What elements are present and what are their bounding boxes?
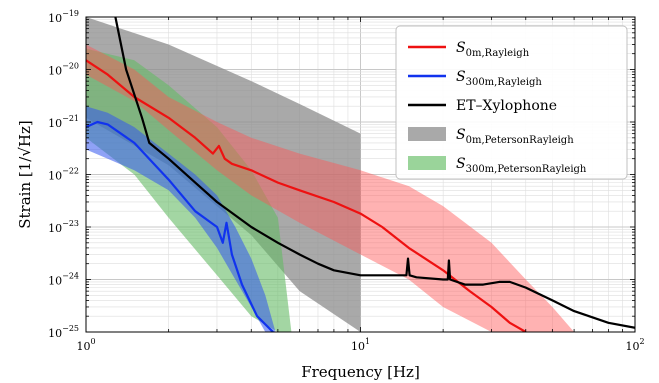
legend-label-1: S300m,Rayleigh <box>456 69 542 88</box>
y-tick-label: 10−24 <box>48 272 79 288</box>
x-tick-label: 100 <box>76 337 95 353</box>
legend-label-2: ET–Xylophone <box>456 98 557 114</box>
band-2 <box>86 44 575 332</box>
x-tick-label-exp: 1 <box>365 337 370 346</box>
legend-label-sub: 0m,PetersonRayleigh <box>466 135 575 146</box>
x-tick-label-base: 10 <box>351 340 365 353</box>
y-tick-label-exp: −19 <box>62 9 79 18</box>
y-tick-label-base: 10 <box>48 12 62 25</box>
y-tick-label-exp: −21 <box>62 114 79 123</box>
y-tick-label: 10−22 <box>48 167 79 183</box>
legend-label-sub: 300m,Rayleigh <box>466 77 543 88</box>
y-tick-label-exp: −23 <box>62 219 79 228</box>
series-line-1 <box>86 120 274 332</box>
legend-label-0: S0m,Rayleigh <box>456 40 530 59</box>
legend-patch-3 <box>408 127 446 141</box>
y-tick-label-exp: −20 <box>62 62 79 71</box>
data-layer <box>86 17 635 332</box>
y-tick-label-exp: −25 <box>62 324 79 333</box>
x-tick-label-exp: 0 <box>90 337 95 346</box>
legend-label-sub: 0m,Rayleigh <box>466 48 530 59</box>
y-axis-title: Strain [1/√Hz] <box>16 120 34 229</box>
y-tick-label: 10−19 <box>48 9 79 25</box>
x-tick-label: 101 <box>351 337 370 353</box>
y-tick-label: 10−21 <box>48 114 79 130</box>
legend-patch-4 <box>408 156 446 170</box>
legend-label-main: S <box>456 69 466 85</box>
legend-label-3: S0m,PetersonRayleigh <box>456 127 574 146</box>
y-tick-label-base: 10 <box>48 222 62 235</box>
y-tick-label-base: 10 <box>48 170 62 183</box>
y-tick-label-base: 10 <box>48 275 62 288</box>
y-tick-label: 10−23 <box>48 219 79 235</box>
legend-label-sub: 300m,PetersonRayleigh <box>466 164 587 175</box>
band-3 <box>86 106 276 332</box>
legend: S0m,RayleighS300m,RayleighET–XylophoneS0… <box>395 25 628 180</box>
y-tick-label-exp: −24 <box>62 272 79 281</box>
y-tick-label: 10−20 <box>48 62 79 78</box>
x-tick-label-base: 10 <box>625 340 639 353</box>
y-tick-label: 10−25 <box>48 324 79 340</box>
x-tick-label-exp: 2 <box>639 337 644 346</box>
legend-label-main: S <box>456 127 466 143</box>
y-tick-label-exp: −22 <box>62 167 79 176</box>
legend-label-4: S300m,PetersonRayleigh <box>456 156 587 175</box>
series-line-2 <box>114 17 635 329</box>
y-tick-label-base: 10 <box>48 65 62 78</box>
legend-label-main: ET–Xylophone <box>456 98 557 114</box>
y-tick-label-base: 10 <box>48 117 62 130</box>
x-tick-label-base: 10 <box>76 340 90 353</box>
legend-box <box>395 25 628 180</box>
ticks <box>85 16 636 333</box>
legend-label-main: S <box>456 156 466 172</box>
x-tick-label: 102 <box>625 337 644 353</box>
legend-label-main: S <box>456 40 466 56</box>
y-tick-label-base: 10 <box>48 327 62 340</box>
x-axis-title: Frequency [Hz] <box>301 363 420 381</box>
